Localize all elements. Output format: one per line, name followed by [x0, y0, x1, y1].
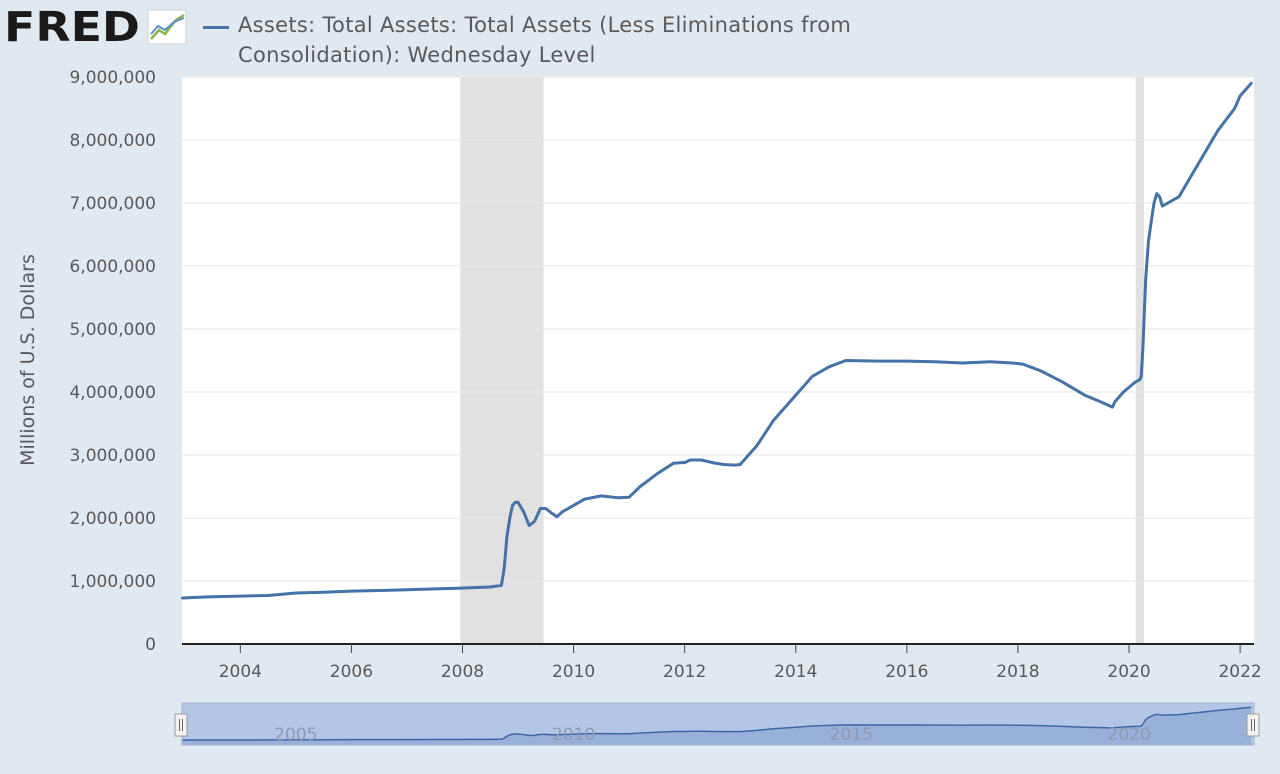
- x-tick-label: 2012: [663, 662, 706, 682]
- y-tick-label: 6,000,000: [69, 257, 156, 277]
- recession-band-1: [1135, 77, 1145, 644]
- legend-swatch: [203, 26, 229, 29]
- navigator-series: [182, 706, 1252, 745]
- y-tick-label: 7,000,000: [69, 194, 156, 214]
- y-tick-label: 1,000,000: [69, 572, 156, 592]
- y-gridlines: [182, 76, 1254, 582]
- y-tick-label: 8,000,000: [69, 131, 156, 151]
- navigator-tick-label: 2005: [274, 725, 317, 745]
- y-tick-label: 0: [145, 635, 156, 655]
- x-tick-label: 2016: [885, 662, 928, 682]
- navigator-line-0: [182, 706, 1252, 741]
- recession-shading: [460, 77, 1145, 644]
- y-tick-label: 5,000,000: [69, 320, 156, 340]
- plot-area: [182, 77, 1254, 644]
- y-tick-labels: 0 1,000,000 2,000,000 3,000,000 4,000,000 5,0…: [69, 68, 156, 655]
- navigator-right-handle[interactable]: [1246, 713, 1260, 737]
- fred-wordmark: FRED: [4, 6, 140, 46]
- x-tick-label: 2010: [552, 662, 595, 682]
- recession-band-0: [460, 77, 544, 644]
- y-axis-title: Millions of U.S. Dollars: [17, 254, 39, 466]
- series-line-0: [181, 81, 1253, 600]
- navigator-tick-labels: 2005 2010 2015 2020: [274, 725, 1150, 745]
- y-tick-label: 4,000,000: [69, 383, 156, 403]
- fred-logo[interactable]: FRED: [4, 6, 190, 46]
- x-tick-label: 2014: [774, 662, 817, 682]
- navigator-left-handle[interactable]: [174, 713, 188, 737]
- x-tick-labels: 2004 2006 2008 2010 2012 2014 2016 2018 2020 2022: [219, 644, 1262, 682]
- legend-series-label[interactable]: Assets: Total Assets: Total Assets (Less…: [238, 13, 852, 67]
- x-tick-label: 2008: [441, 662, 484, 682]
- x-tick-label: 2004: [219, 662, 262, 682]
- navigator-tick-label: 2015: [830, 725, 873, 745]
- y-tick-label: 3,000,000: [69, 446, 156, 466]
- y-tick-label: 2,000,000: [69, 509, 156, 529]
- x-tick-label: 2006: [330, 662, 373, 682]
- series-layer: [181, 81, 1253, 600]
- navigator-area-0: [182, 707, 1252, 745]
- navigator-tick-label: 2010: [552, 725, 595, 745]
- x-tick-label: 2018: [996, 662, 1039, 682]
- y-tick-label: 9,000,000: [69, 68, 156, 88]
- x-tick-label: 2020: [1107, 662, 1150, 682]
- navigator[interactable]: 2005 2010 2015 2020: [174, 702, 1260, 746]
- x-tick-label: 2022: [1218, 662, 1261, 682]
- navigator-tick-label: 2020: [1107, 725, 1150, 745]
- fred-graph-icon: [147, 9, 187, 45]
